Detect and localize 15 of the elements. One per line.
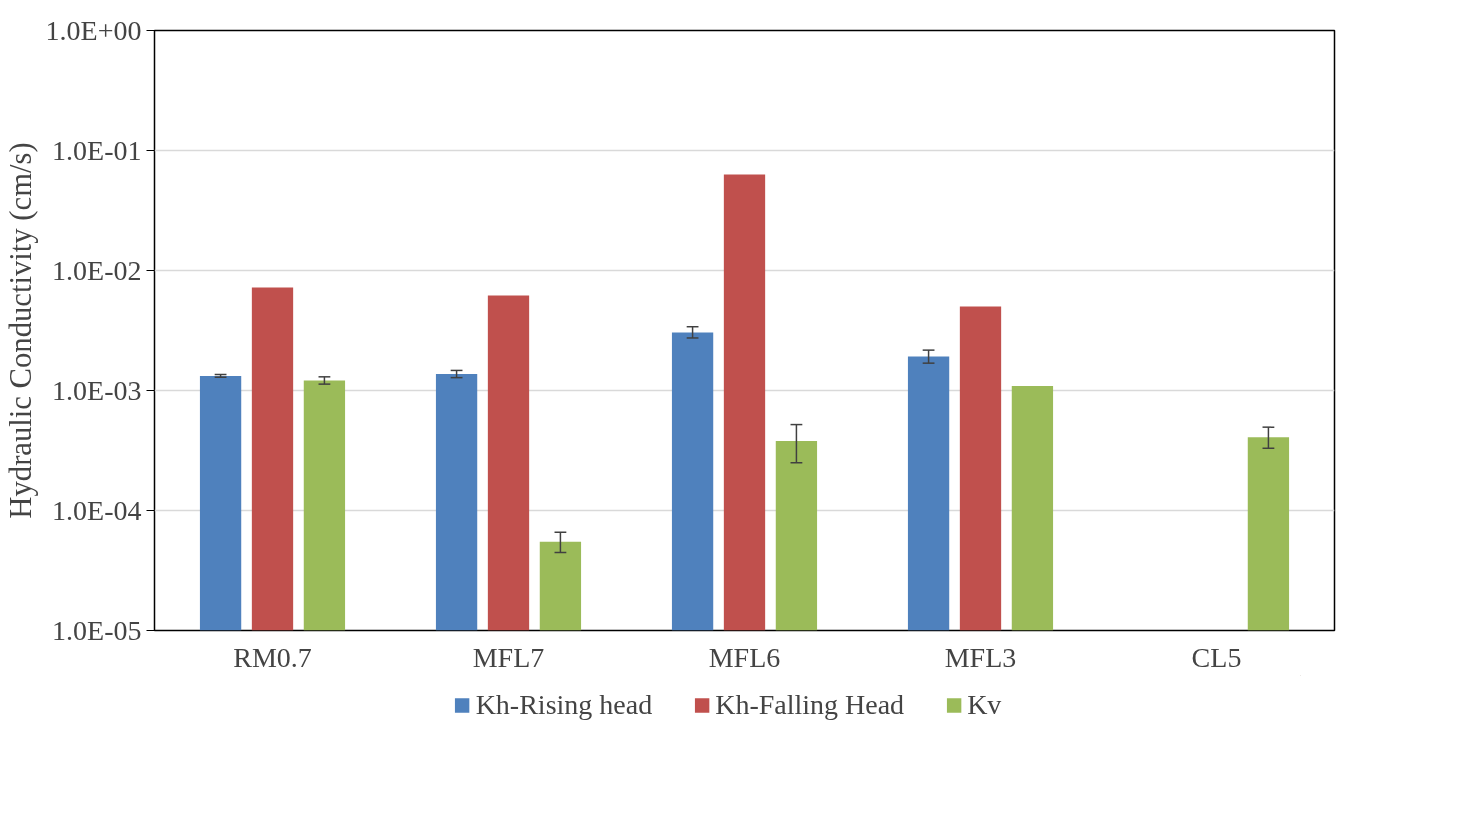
x-tick-label: MFL6	[708, 641, 781, 673]
x-tick-label: MFL3	[944, 641, 1017, 673]
y-tick-label: 1.0E-01	[52, 135, 142, 166]
x-tick-label: MFL7	[472, 641, 545, 673]
y-tick-label: 1.0E-04	[52, 495, 142, 526]
y-tick-label: 1.0E-03	[52, 375, 142, 406]
legend-label: Kh-Rising head	[475, 689, 653, 721]
y-tick-label: 1.0E+00	[45, 15, 142, 46]
x-tick-label: RM0.7	[233, 641, 312, 673]
y-tick-label: 1.0E-05	[52, 615, 142, 646]
x-tick-label: CL5	[1191, 641, 1242, 673]
legend-label: Kv	[967, 689, 1002, 721]
legend-label: Kh-Falling Head	[715, 689, 905, 721]
y-axis-title: Hydraulic Conductivity (cm/s)	[3, 142, 38, 519]
y-tick-label: 1.0E-02	[52, 255, 142, 286]
